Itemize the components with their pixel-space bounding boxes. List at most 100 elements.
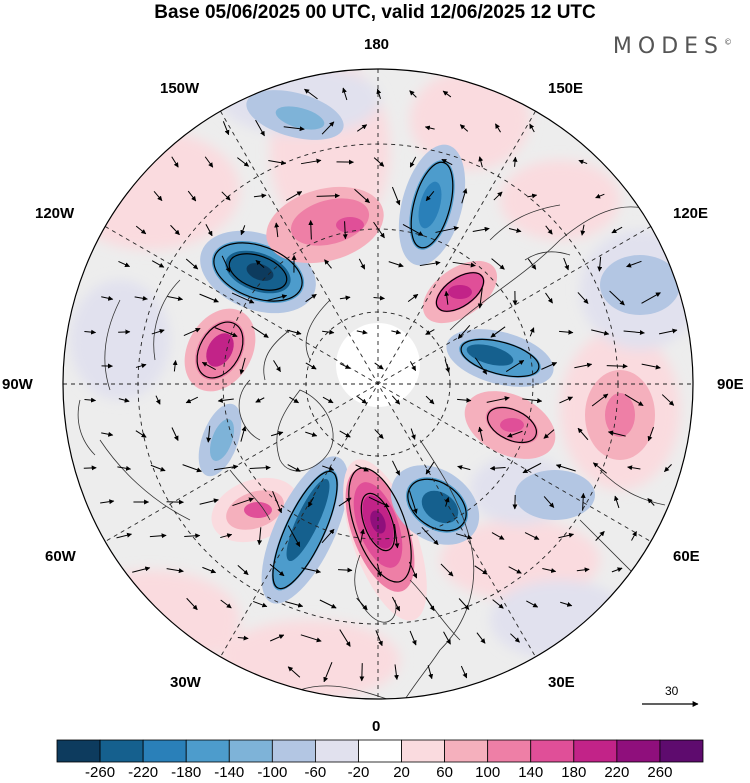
lon-label-150w: 150W	[160, 80, 200, 97]
wind-arrow	[408, 490, 418, 514]
wind-arrow	[391, 395, 401, 405]
wind-arrow	[342, 221, 348, 240]
wind-arrow	[574, 362, 593, 369]
wind-arrow	[392, 460, 400, 476]
wind-arrow	[135, 363, 147, 369]
wind-arrow	[166, 568, 184, 574]
wind-arrow	[308, 220, 314, 240]
lon-label-150e: 150E	[548, 80, 584, 97]
wind-arrow	[321, 528, 335, 544]
wind-arrow	[285, 601, 304, 608]
colorbar-swatch	[271, 739, 316, 763]
wind-arrow	[614, 495, 620, 509]
contour-lines	[196, 161, 540, 590]
reference-vector-label: 30	[665, 684, 679, 698]
lon-label-120w: 120W	[35, 205, 75, 222]
wind-arrow	[199, 498, 219, 505]
wind-arrow	[527, 193, 538, 199]
brand-name: MODES	[612, 34, 724, 59]
wind-arrow	[300, 634, 322, 643]
wind-arrow	[132, 566, 151, 573]
wind-arrow	[595, 193, 605, 199]
wind-arrow	[441, 158, 453, 166]
wind-arrow	[300, 158, 322, 165]
wind-arrow	[356, 597, 368, 611]
wind-arrow	[321, 121, 335, 135]
wind-arrow	[424, 125, 435, 131]
map-border	[62, 68, 694, 700]
wind-arrow	[186, 597, 198, 611]
wind-arrow	[356, 124, 368, 132]
wind-arrow	[214, 327, 238, 338]
wind-arrow	[435, 226, 459, 233]
wind-arrow	[257, 527, 263, 546]
wind-arrow	[117, 465, 132, 471]
wind-arrow	[444, 290, 450, 305]
wind-arrow	[84, 397, 97, 403]
colorbar-tick-label: 20	[393, 764, 410, 781]
colorbar-tick-label: -220	[128, 764, 159, 781]
wind-arrow	[273, 360, 281, 373]
wind-arrow	[286, 329, 302, 336]
wind-arrow	[580, 492, 586, 511]
wind-arrow	[338, 567, 353, 573]
wind-arrow	[658, 328, 678, 335]
wind-arrow	[205, 224, 213, 237]
wind-arrow	[373, 221, 385, 239]
wind-arrow	[555, 463, 576, 472]
wind-arrow	[508, 566, 522, 574]
colorbar-tick-label: -140	[214, 764, 245, 781]
wind-arrow	[316, 193, 340, 199]
colorbar-swatch	[228, 739, 273, 763]
wind-arrow	[116, 532, 132, 539]
wind-arrow	[339, 295, 351, 301]
wind-arrow	[289, 396, 299, 404]
wind-arrow	[307, 496, 315, 508]
wind-arrow	[357, 396, 368, 404]
colorbar-tick-label: 220	[604, 764, 630, 781]
wind-arrow	[391, 329, 402, 335]
colorbar-swatch	[99, 739, 144, 763]
colorbar-swatch	[573, 739, 618, 763]
wind-arrow	[368, 496, 390, 508]
wind-arrow	[376, 88, 382, 99]
wind-arrow	[249, 465, 271, 471]
wind-arrow	[606, 363, 628, 369]
colorbar-swatch	[401, 739, 445, 763]
colorbar-swatch	[314, 739, 359, 763]
wind-arrow	[134, 295, 148, 301]
wind-arrow	[592, 462, 607, 474]
wind-arrow	[505, 359, 525, 373]
wind-arrow	[84, 329, 97, 335]
wind-arrow	[492, 599, 504, 609]
wind-arrow	[322, 329, 335, 335]
wind-arrow	[457, 325, 471, 340]
wind-arrow	[251, 326, 269, 338]
colorbar-swatch	[185, 739, 230, 763]
wind-arrow	[101, 295, 114, 301]
wind-arrow	[647, 426, 655, 442]
wind-arrow	[391, 596, 401, 612]
wind-arrow	[201, 361, 216, 371]
wind-arrow	[220, 533, 233, 539]
wind-arrow	[425, 597, 435, 612]
wind-arrow	[183, 327, 201, 336]
wind-arrow	[493, 191, 503, 201]
colorbar-tick-label: 60	[436, 764, 453, 781]
wind-arrow	[100, 499, 115, 505]
wind-arrow	[287, 666, 301, 678]
wind-arrow	[324, 259, 332, 269]
wind-arrow	[151, 260, 165, 268]
wind-arrow	[560, 601, 573, 607]
wind-arrow	[559, 396, 574, 404]
wind-arrow	[255, 259, 265, 269]
wind-arrow	[342, 87, 348, 101]
wind-arrow	[376, 563, 382, 577]
wind-arrow	[460, 665, 468, 679]
wind-arrow	[510, 633, 520, 643]
wind-arrow	[355, 464, 369, 472]
wind-arrow	[269, 563, 285, 577]
wind-arrow	[641, 292, 661, 304]
colorbar-tick-label: -100	[257, 764, 288, 781]
wind-arrow	[409, 156, 417, 168]
